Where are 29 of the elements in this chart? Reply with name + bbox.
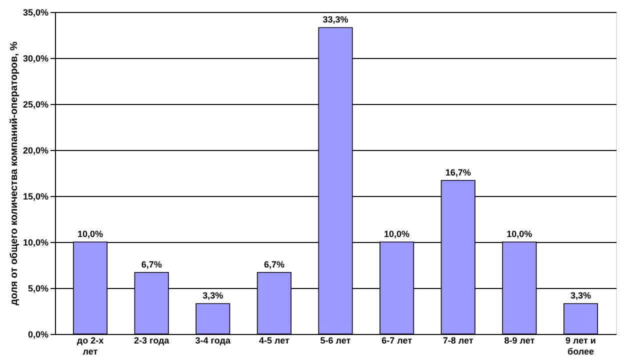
y-tick-label: 15,0% xyxy=(22,192,48,202)
data-label: 3,3% xyxy=(570,290,592,301)
data-label: 6,7% xyxy=(264,259,284,270)
bar xyxy=(563,303,598,334)
x-tick-label: 5-6 лет xyxy=(320,336,352,346)
data-label: 6,7% xyxy=(141,259,162,270)
y-tick-label: 5,0% xyxy=(28,284,48,294)
x-tick-label: 4-5 лет xyxy=(258,336,290,346)
bar xyxy=(196,303,230,334)
y-tick-label: 35,0% xyxy=(22,8,48,18)
x-tick-label: 7-8 лет xyxy=(442,336,474,346)
x-tick-label: 3-4 года xyxy=(195,336,232,346)
y-tick-label: 25,0% xyxy=(22,100,48,110)
x-tick-label: 2-3 года xyxy=(134,336,170,346)
y-tick-label: 20,0% xyxy=(22,146,48,156)
data-label: 10,0% xyxy=(506,229,532,239)
data-label: 33,3% xyxy=(322,14,348,25)
x-tick-label: 6-7 лет xyxy=(382,336,413,346)
data-label: 10,0% xyxy=(384,229,410,239)
data-label: 3,3% xyxy=(202,290,224,301)
x-tick-label: 8-9 лет xyxy=(504,336,536,346)
data-label: 16,7% xyxy=(445,167,471,178)
x-tick-label: до 2-х лет xyxy=(76,336,104,356)
data-label: 10,0% xyxy=(77,229,104,239)
y-tick-label: 0,0% xyxy=(28,330,48,340)
y-axis-title: доля от общего количества компаний-операторов, % xyxy=(8,42,20,306)
x-tick-label: 9 лет и более xyxy=(566,336,596,356)
y-tick-label: 30,0% xyxy=(22,54,48,64)
y-tick-label: 10,0% xyxy=(22,238,48,248)
